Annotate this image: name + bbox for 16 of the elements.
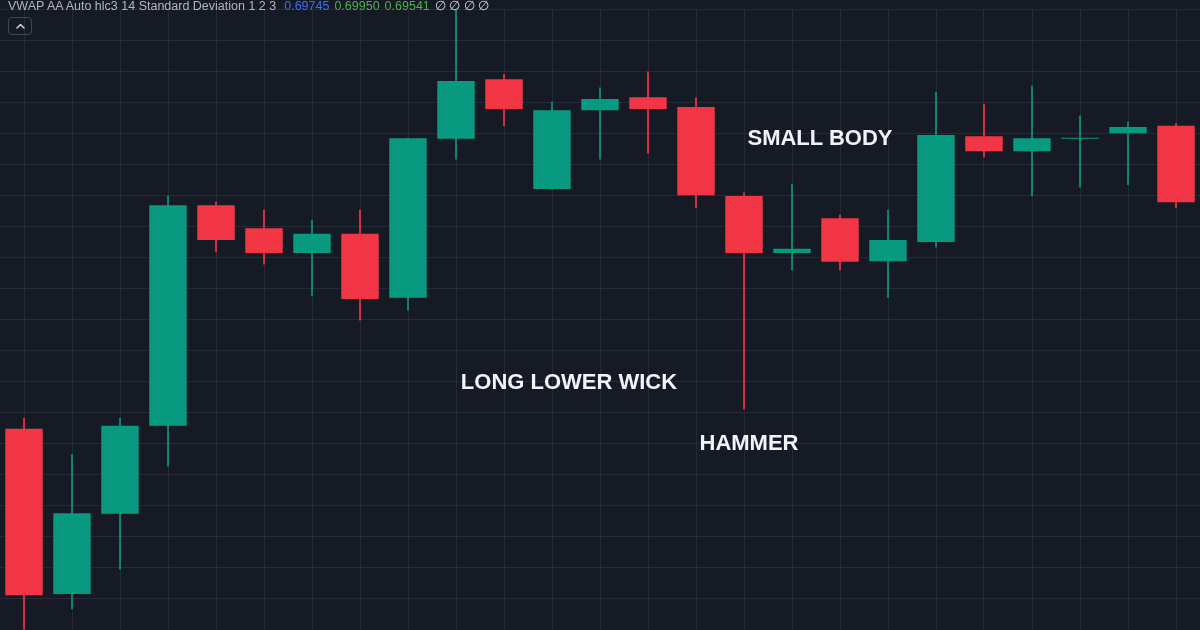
candlestick (1061, 115, 1099, 188)
candlestick (293, 219, 331, 297)
annotation: 0.69541 (384, 0, 430, 14)
candlestick (869, 209, 907, 299)
annotation: HAMMER (699, 430, 799, 455)
annotation: SMALL BODY (747, 125, 893, 150)
annotation: LONG LOWER WICK (460, 369, 678, 394)
candlestick (629, 71, 667, 154)
candlestick (1109, 121, 1147, 186)
annotation: ∅ ∅ ∅ ∅ (434, 0, 490, 14)
candlestick (1013, 85, 1051, 197)
candlestick (581, 87, 619, 160)
annotation: 0.69950 (334, 0, 380, 14)
annotation: VWAP AA Auto hlc3 14 Standard Deviation 1 2 3 (8, 0, 277, 14)
candlestick (773, 183, 811, 271)
annotation: 0.69745 (284, 0, 330, 14)
